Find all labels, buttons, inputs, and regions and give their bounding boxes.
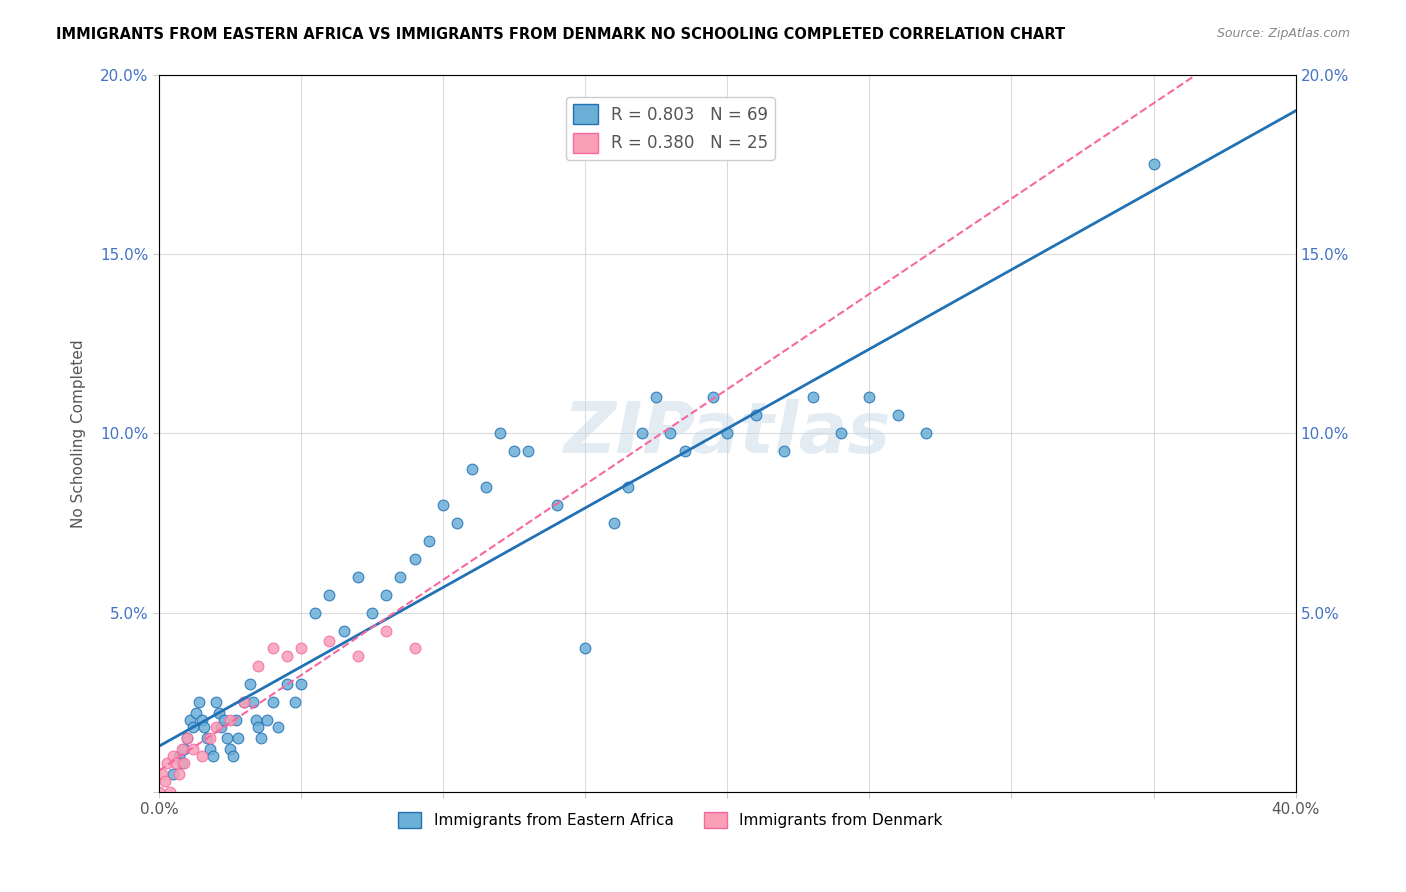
Point <box>176 731 198 746</box>
Point <box>290 641 312 656</box>
Point <box>233 695 256 709</box>
Point <box>250 731 273 746</box>
Point <box>156 756 179 771</box>
Point <box>148 785 170 799</box>
Point <box>190 749 212 764</box>
Point <box>217 731 239 746</box>
Point <box>262 641 284 656</box>
Point <box>153 774 176 789</box>
Legend: Immigrants from Eastern Africa, Immigrants from Denmark: Immigrants from Eastern Africa, Immigran… <box>392 806 949 835</box>
Point <box>193 720 215 734</box>
Point <box>602 516 624 530</box>
Point <box>170 756 193 771</box>
Point <box>744 409 766 423</box>
Point <box>375 624 398 638</box>
Point <box>239 677 262 691</box>
Point <box>187 695 209 709</box>
Point <box>546 498 568 512</box>
Point <box>222 749 245 764</box>
Point <box>181 720 204 734</box>
Point <box>645 390 668 404</box>
Point <box>173 742 195 756</box>
Point <box>574 641 596 656</box>
Point <box>267 720 290 734</box>
Point <box>179 713 201 727</box>
Point <box>347 648 370 663</box>
Point <box>474 480 496 494</box>
Point <box>173 756 195 771</box>
Point <box>162 749 184 764</box>
Point <box>517 444 540 458</box>
Point <box>801 390 824 404</box>
Text: ZIPatlas: ZIPatlas <box>564 399 891 467</box>
Point <box>830 426 852 441</box>
Point <box>716 426 738 441</box>
Point <box>150 767 173 781</box>
Point <box>887 409 910 423</box>
Point <box>204 720 226 734</box>
Point <box>190 713 212 727</box>
Point <box>659 426 682 441</box>
Point <box>332 624 354 638</box>
Point <box>176 731 198 746</box>
Point <box>446 516 468 530</box>
Y-axis label: No Schooling Completed: No Schooling Completed <box>72 339 86 527</box>
Point <box>418 533 440 548</box>
Point <box>673 444 696 458</box>
Point <box>247 720 270 734</box>
Point <box>1142 157 1164 171</box>
Point <box>773 444 796 458</box>
Point <box>460 462 482 476</box>
Point <box>233 695 256 709</box>
Point <box>347 570 370 584</box>
Point <box>389 570 412 584</box>
Point <box>198 742 221 756</box>
Point <box>304 606 326 620</box>
Point <box>432 498 454 512</box>
Point <box>219 713 242 727</box>
Point <box>256 713 278 727</box>
Point <box>617 480 640 494</box>
Text: Source: ZipAtlas.com: Source: ZipAtlas.com <box>1216 27 1350 40</box>
Point <box>276 677 298 691</box>
Text: IMMIGRANTS FROM EASTERN AFRICA VS IMMIGRANTS FROM DENMARK NO SCHOOLING COMPLETED: IMMIGRANTS FROM EASTERN AFRICA VS IMMIGR… <box>56 27 1066 42</box>
Point <box>262 695 284 709</box>
Point <box>225 713 247 727</box>
Point <box>375 588 398 602</box>
Point <box>290 677 312 691</box>
Point <box>184 706 207 720</box>
Point <box>318 588 340 602</box>
Point <box>228 731 250 746</box>
Point <box>318 634 340 648</box>
Point <box>167 767 190 781</box>
Point <box>858 390 880 404</box>
Point <box>167 749 190 764</box>
Point <box>204 695 226 709</box>
Point <box>503 444 526 458</box>
Point <box>162 767 184 781</box>
Point <box>195 731 218 746</box>
Point <box>207 706 229 720</box>
Point <box>201 749 224 764</box>
Point <box>245 713 267 727</box>
Point <box>165 756 187 771</box>
Point <box>209 720 232 734</box>
Point <box>219 742 242 756</box>
Point <box>159 785 181 799</box>
Point <box>915 426 938 441</box>
Point <box>276 648 298 663</box>
Point <box>489 426 512 441</box>
Point <box>198 731 221 746</box>
Point <box>284 695 307 709</box>
Point <box>242 695 264 709</box>
Point <box>361 606 384 620</box>
Point <box>170 742 193 756</box>
Point <box>702 390 724 404</box>
Point <box>214 713 236 727</box>
Point <box>404 641 426 656</box>
Point <box>631 426 654 441</box>
Point <box>181 742 204 756</box>
Point <box>247 659 270 673</box>
Point <box>404 551 426 566</box>
